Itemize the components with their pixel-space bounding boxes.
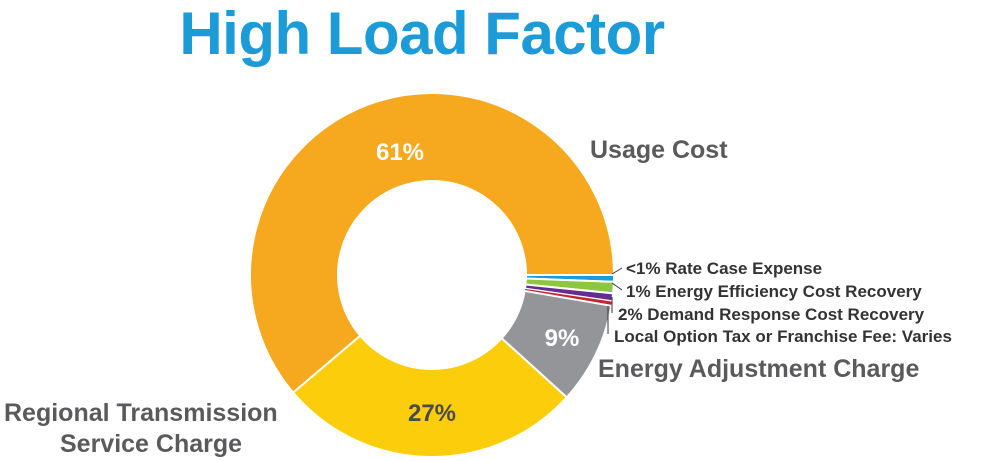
- slice-regional-transmission-service-charge: [291, 334, 569, 458]
- leader-lines: [607, 267, 623, 334]
- slice-value-label: 61%: [376, 139, 424, 166]
- slice-value-label: 9%: [545, 325, 580, 352]
- label-regional-line2: Service Charge: [60, 430, 242, 458]
- label-energy-efficiency: 1% Energy Efficiency Cost Recovery: [626, 282, 922, 301]
- leader-line-efficiency: [611, 282, 623, 291]
- donut-chart: 61% 9% 27%: [249, 92, 616, 458]
- label-energy-adjustment: Energy Adjustment Charge: [598, 355, 919, 383]
- leader-line-rate-case: [611, 267, 623, 275]
- label-local-tax: Local Option Tax or Franchise Fee: Varie…: [614, 327, 952, 346]
- slice-value-label: 27%: [408, 400, 456, 427]
- label-rate-case: <1% Rate Case Expense: [626, 259, 822, 278]
- label-demand-response: 2% Demand Response Cost Recovery: [618, 305, 925, 324]
- label-usage-cost: Usage Cost: [590, 136, 728, 164]
- slice-usage-cost: [249, 92, 616, 395]
- label-regional-line1: Regional Transmission: [4, 399, 278, 427]
- chart-title: High Load Factor: [179, 0, 664, 67]
